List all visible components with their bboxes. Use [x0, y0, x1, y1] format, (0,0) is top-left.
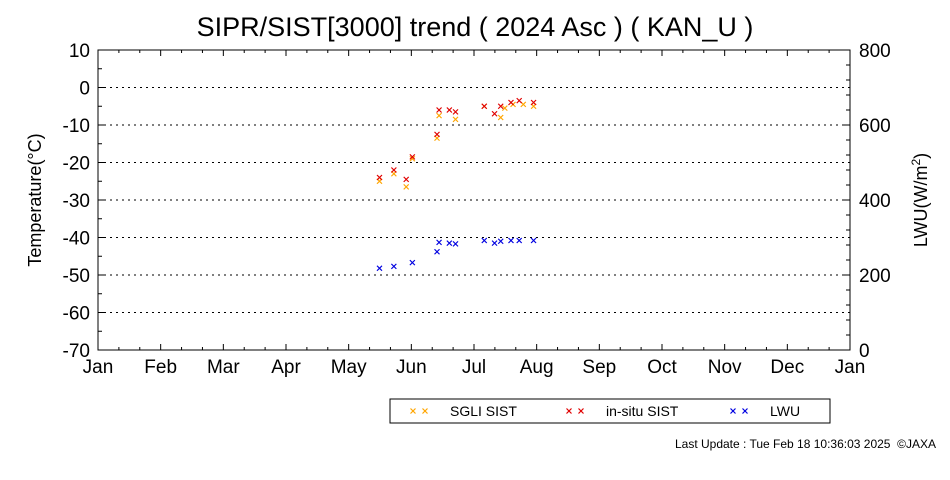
footer: Last Update : Tue Feb 18 10:36:03 2025 ©… — [675, 437, 936, 451]
point-lwu — [376, 265, 383, 272]
point-in-situ-sist — [481, 103, 488, 110]
legend-label-in-situ-sist: in-situ SIST — [606, 403, 679, 419]
point-sgli-sist — [409, 155, 416, 162]
y-tick-label: -30 — [63, 191, 90, 212]
x-tick-label: Jul — [462, 357, 486, 378]
chart-title: SIPR/SIST[3000] trend ( 2024 Asc ) ( KAN… — [197, 12, 754, 42]
legend-marker-lwu — [742, 408, 748, 414]
point-in-situ-sist — [403, 176, 410, 183]
legend: SGLI SIST in-situ SIST LWU — [410, 403, 800, 419]
x-tick-label: Oct — [647, 357, 677, 378]
x-tick-label: Apr — [271, 357, 301, 378]
y-tick-label: -20 — [63, 154, 90, 175]
gridlines — [98, 87, 850, 313]
point-lwu — [452, 240, 459, 247]
y-axis-ticks: 10 0 -10 -20 -30 -40 -50 -60 -70 — [63, 41, 106, 362]
x-tick-label: Nov — [708, 357, 742, 378]
point-lwu — [436, 239, 442, 246]
point-in-situ-sist — [446, 107, 453, 113]
point-sgli-sist — [403, 183, 410, 190]
point-sgli-sist — [497, 114, 504, 121]
x-tick-label: May — [331, 357, 367, 378]
y-tick-label: -40 — [63, 229, 90, 250]
point-in-situ-sist — [530, 99, 537, 106]
legend-marker-lwu — [730, 408, 736, 414]
y2-tick-label: 200 — [859, 266, 891, 287]
y2-axis-label-main: LWU(W/m — [911, 166, 931, 248]
point-sgli-sist — [501, 105, 508, 112]
point-in-situ-sist — [436, 107, 442, 113]
y-axis-label: Temperature(°C) — [25, 133, 45, 266]
point-lwu — [446, 240, 453, 247]
point-in-situ-sist — [409, 153, 416, 160]
y2-tick-label: 600 — [859, 116, 891, 137]
y2-tick-label: 800 — [859, 41, 891, 62]
legend-marker-in-situ-sist — [566, 408, 572, 414]
x-tick-label: Jan — [83, 357, 114, 378]
plot-frame — [97, 49, 851, 351]
point-lwu — [497, 238, 504, 245]
point-lwu — [516, 237, 523, 244]
point-lwu — [390, 263, 397, 270]
x-tick-label: Sep — [582, 357, 616, 378]
point-sgli-sist — [452, 116, 459, 123]
copyright-text: ©JAXA — [897, 437, 936, 451]
y-tick-label: -70 — [63, 341, 90, 362]
x-tick-label: Feb — [144, 357, 177, 378]
point-lwu — [481, 237, 488, 244]
x-axis-ticks: Jan Feb Mar Apr May Jun Jul Aug Sep Oct Nov Dec Jan — [83, 50, 866, 378]
x-tick-label: Aug — [520, 357, 554, 378]
x-tick-label: Dec — [770, 357, 804, 378]
point-in-situ-sist — [516, 97, 523, 104]
point-in-situ-sist — [390, 167, 397, 173]
x-tick-label: Jan — [835, 357, 866, 378]
y-tick-label: 10 — [69, 41, 90, 62]
point-sgli-sist — [436, 112, 442, 119]
y2-tick-label: 400 — [859, 191, 891, 212]
y2-axis-label: LWU(W/m2) — [909, 153, 931, 247]
point-lwu — [508, 237, 514, 244]
point-lwu — [530, 237, 537, 244]
point-in-situ-sist — [508, 99, 514, 106]
point-lwu — [409, 259, 416, 266]
legend-marker-sgli-sist — [410, 408, 416, 414]
point-in-situ-sist — [434, 131, 440, 138]
y2-axis-label-end: ) — [911, 153, 931, 159]
y-tick-label: -10 — [63, 116, 90, 137]
y-tick-label: -50 — [63, 266, 90, 287]
y-tick-label: -60 — [63, 304, 90, 325]
point-lwu — [491, 240, 498, 247]
point-in-situ-sist — [497, 103, 504, 110]
legend-marker-in-situ-sist — [578, 408, 584, 414]
point-in-situ-sist — [452, 108, 459, 115]
point-in-situ-sist — [376, 174, 383, 181]
y2-axis-ticks: 800 600 400 200 0 — [842, 41, 891, 362]
x-tick-label: Jun — [396, 357, 427, 378]
last-update-text: Last Update : Tue Feb 18 10:36:03 2025 — [674, 437, 891, 451]
x-tick-label: Mar — [207, 357, 240, 378]
point-lwu — [434, 248, 440, 255]
legend-label-sgli-sist: SGLI SIST — [450, 403, 517, 419]
minor-ticks — [98, 50, 850, 350]
data-points — [376, 97, 537, 272]
legend-label-lwu: LWU — [770, 403, 800, 419]
legend-marker-sgli-sist — [422, 408, 428, 414]
y2-tick-label: 0 — [859, 341, 870, 362]
y2-axis-label-sup: 2 — [909, 159, 923, 166]
point-in-situ-sist — [491, 110, 498, 117]
y-tick-label: 0 — [79, 79, 90, 100]
legend-box — [389, 398, 831, 424]
